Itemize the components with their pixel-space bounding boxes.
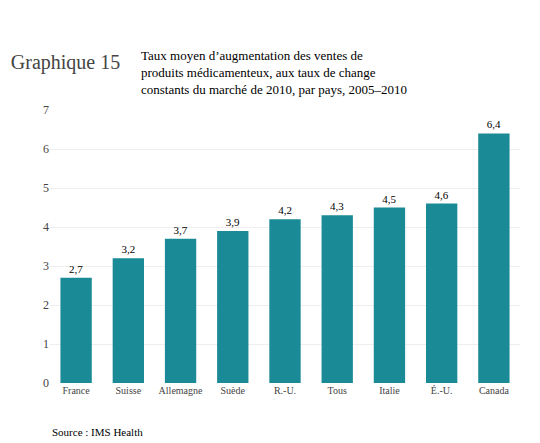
svg-text:2: 2: [43, 298, 49, 312]
svg-text:É.-U.: É.-U.: [431, 385, 453, 396]
svg-text:4,3: 4,3: [330, 200, 344, 212]
svg-text:7: 7: [43, 103, 49, 117]
svg-text:4,5: 4,5: [382, 193, 396, 205]
svg-text:4: 4: [43, 220, 49, 234]
svg-text:3,7: 3,7: [173, 224, 187, 236]
svg-text:Suède: Suède: [221, 385, 246, 396]
svg-text:3: 3: [43, 259, 49, 273]
svg-text:3,2: 3,2: [121, 243, 135, 255]
svg-text:Italie: Italie: [379, 385, 400, 396]
svg-text:Graphique 15: Graphique 15: [11, 51, 120, 74]
svg-text:4,6: 4,6: [435, 189, 449, 201]
svg-text:R.-U.: R.-U.: [274, 385, 296, 396]
svg-text:Suisse: Suisse: [116, 385, 142, 396]
svg-text:Source : IMS Health: Source : IMS Health: [52, 426, 143, 438]
svg-text:0: 0: [43, 376, 49, 390]
svg-text:3,9: 3,9: [226, 216, 240, 228]
svg-text:France: France: [63, 385, 91, 396]
svg-text:1: 1: [43, 337, 49, 351]
svg-text:Allemagne: Allemagne: [159, 385, 203, 396]
svg-text:Taux moyen d’augmentation des: Taux moyen d’augmentation des ventes dep…: [141, 48, 407, 97]
svg-text:5: 5: [43, 181, 49, 195]
svg-text:6,4: 6,4: [487, 118, 501, 130]
svg-text:2,7: 2,7: [69, 263, 83, 275]
svg-text:Tous: Tous: [328, 385, 347, 396]
svg-text:4,2: 4,2: [278, 204, 292, 216]
svg-text:Canada: Canada: [479, 385, 510, 396]
svg-text:6: 6: [43, 142, 49, 156]
